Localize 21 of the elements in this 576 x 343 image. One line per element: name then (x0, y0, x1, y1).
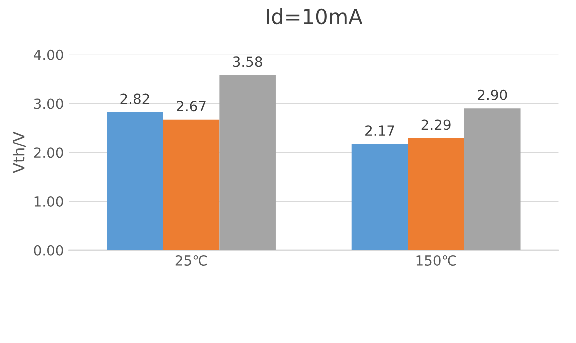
y-tick-label: 3.00 (34, 98, 64, 110)
y-tick-label: 4.00 (34, 50, 64, 60)
data-label: 2.82 (120, 94, 150, 104)
x-tick-label: 150℃ (416, 255, 456, 266)
bar (220, 75, 276, 250)
y-tick-label: 2.00 (34, 148, 64, 158)
y-tick-label: 0.00 (34, 245, 64, 256)
data-label: 2.67 (177, 101, 206, 112)
bar (163, 120, 220, 250)
data-label: 2.29 (422, 120, 451, 130)
y-axis-title: Vth/V (12, 132, 26, 174)
bar (107, 112, 164, 250)
data-label: 3.58 (233, 56, 262, 68)
bar (352, 144, 408, 250)
data-label: 2.90 (478, 90, 508, 100)
y-tick-label: 1.00 (34, 196, 64, 207)
x-tick-label: 25℃ (176, 255, 208, 266)
bar (408, 138, 464, 250)
chart-title: Id=10mA (267, 8, 363, 25)
bar (464, 108, 521, 250)
data-label: 2.17 (366, 126, 394, 136)
